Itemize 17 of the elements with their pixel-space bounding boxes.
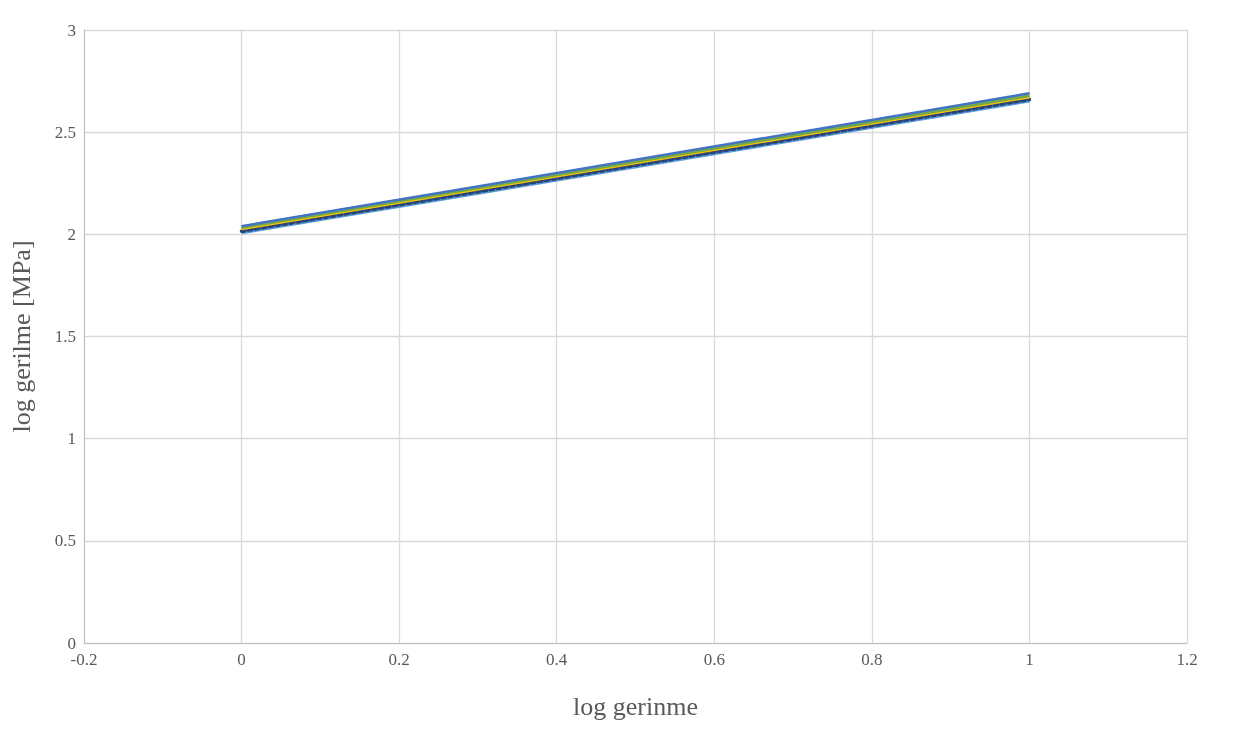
x-tick-label: 0.4 [546, 650, 568, 669]
y-tick-label: 0 [67, 633, 76, 653]
x-tick-label: -0.2 [70, 650, 98, 669]
x-tick-label: 1.2 [1176, 650, 1198, 669]
x-tick-label: 0.2 [388, 650, 410, 669]
y-tick-label: 2.5 [54, 122, 76, 142]
x-tick-label: 1 [1025, 650, 1034, 669]
y-tick-label: 1.5 [54, 327, 76, 346]
x-axis-title: log gerinme [573, 691, 698, 721]
y-axis-title: log gerilme [MPa] [6, 240, 36, 433]
x-tick-label: 0.8 [861, 650, 883, 669]
y-tick-label: 1 [67, 429, 76, 449]
x-tick-label: 0.6 [703, 650, 725, 669]
y-tick-label: 3 [67, 20, 76, 40]
y-tick-label: 0.5 [54, 531, 76, 551]
x-tick-label: 0 [237, 650, 246, 669]
y-tick-label: 2 [67, 224, 76, 244]
